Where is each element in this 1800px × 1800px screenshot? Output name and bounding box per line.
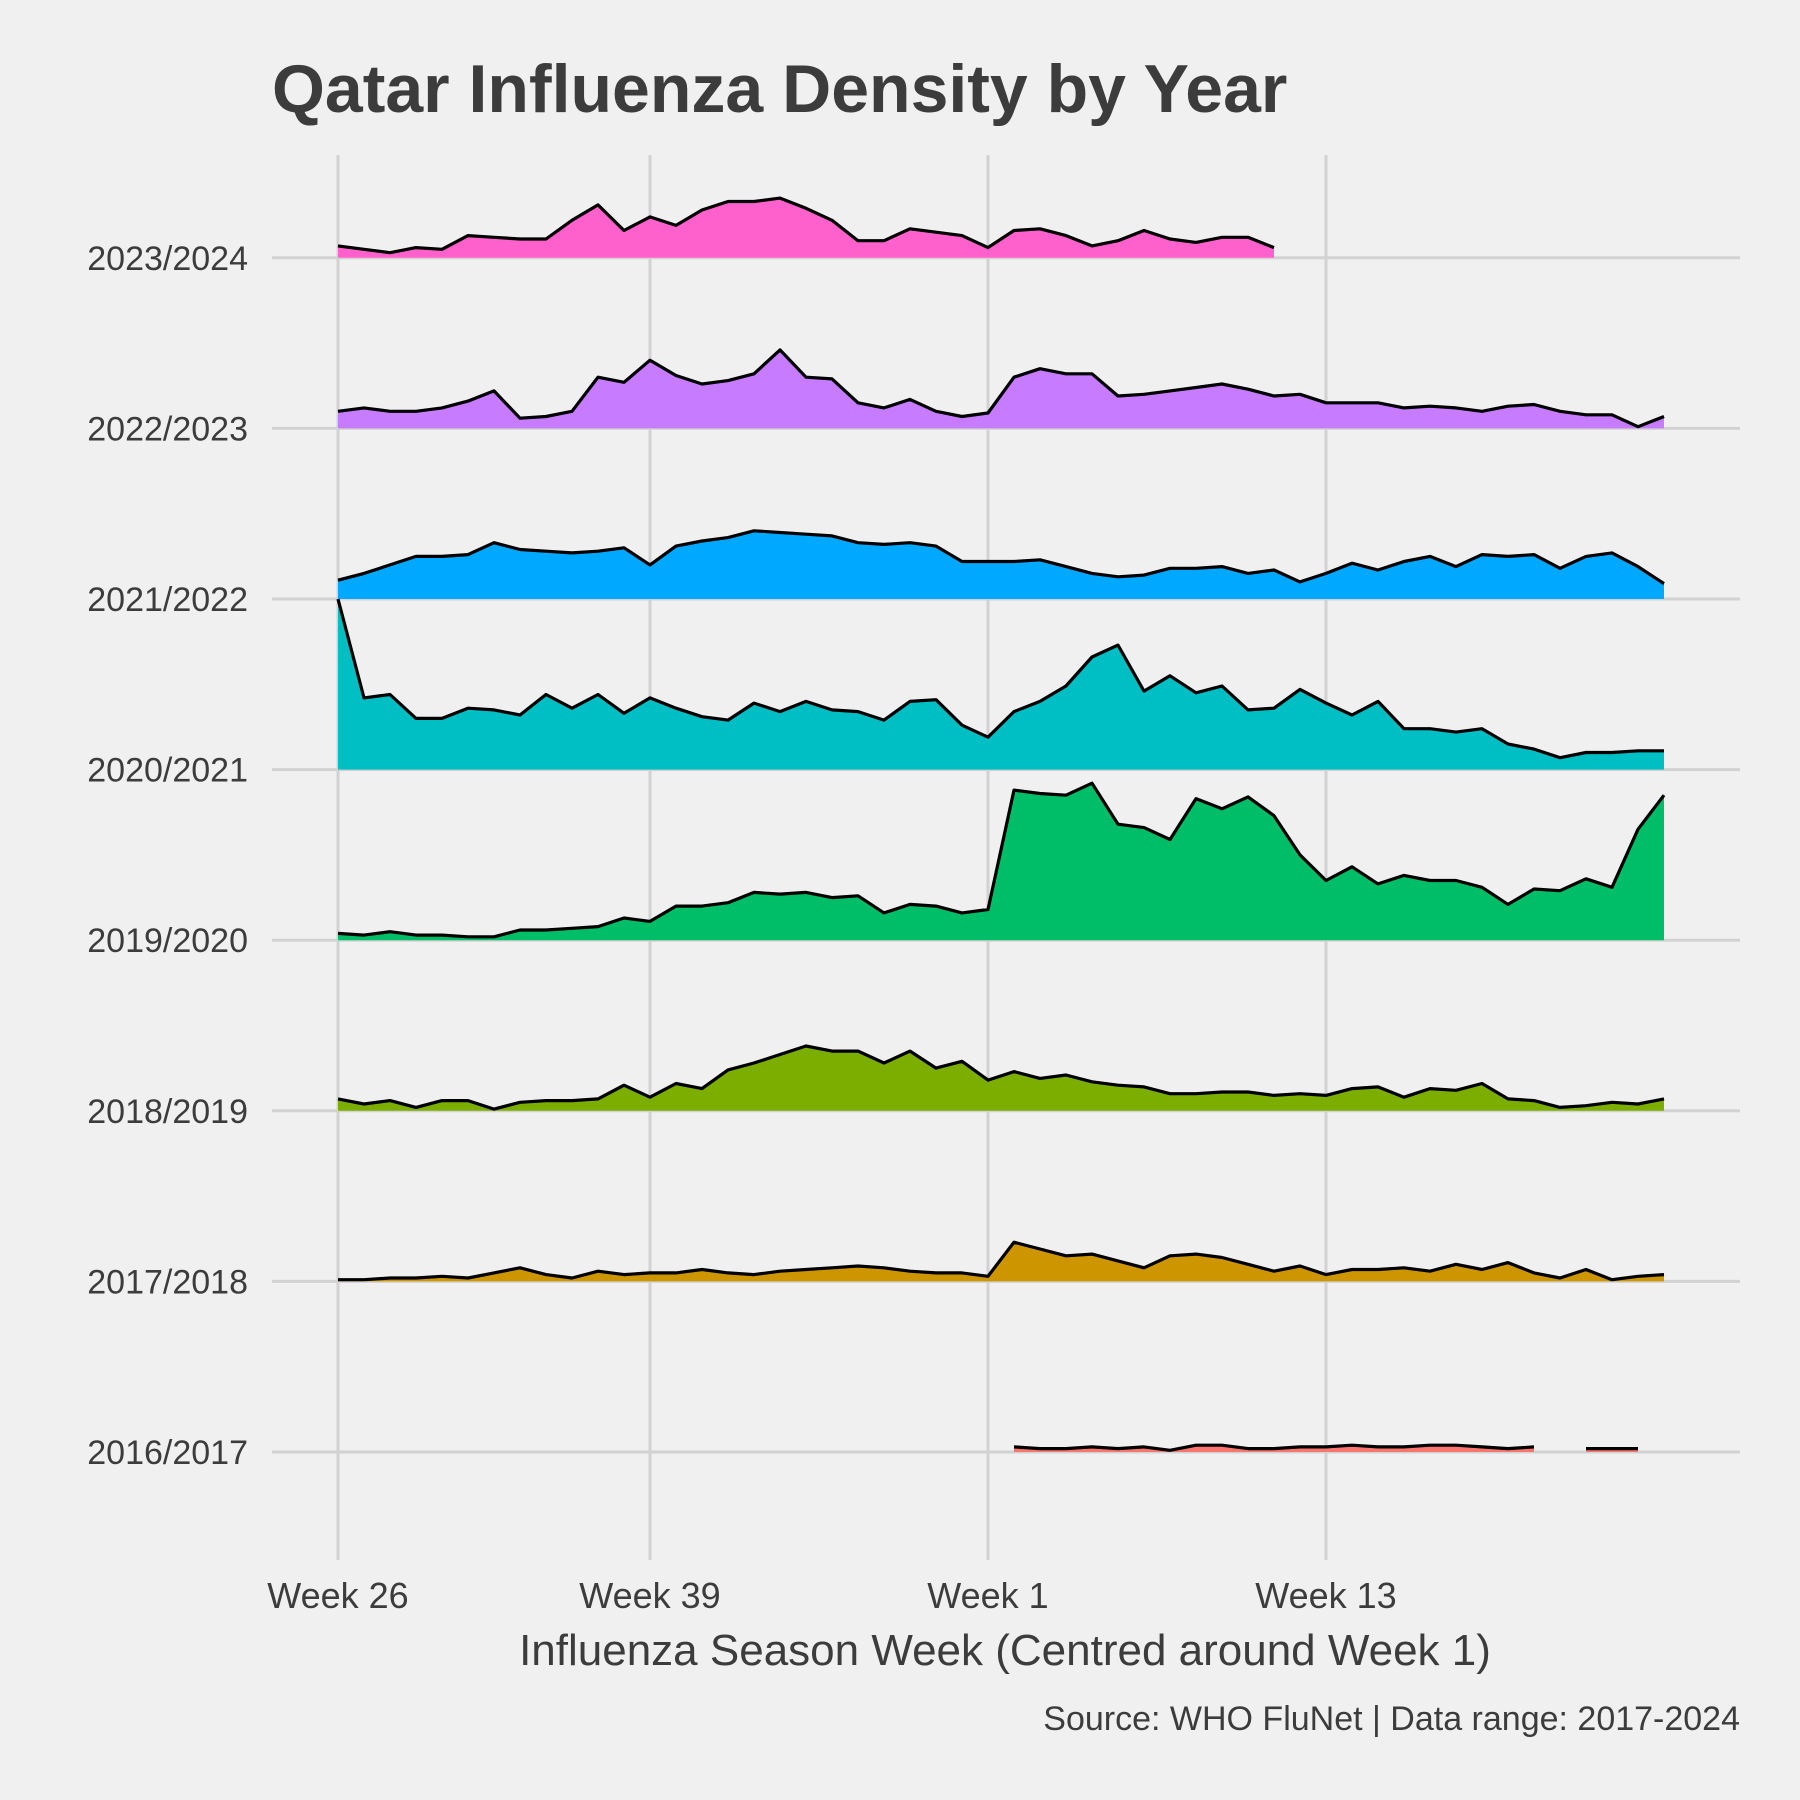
chart-title: Qatar Influenza Density by Year — [272, 51, 1287, 127]
ridge-line — [337, 529, 1665, 585]
y-tick-label: 2018/2019 — [87, 1093, 248, 1131]
ridge-area — [338, 599, 1664, 770]
ridge-line — [337, 196, 1275, 255]
x-tick-label: Week 26 — [267, 1575, 408, 1616]
ridge-area — [338, 198, 1274, 258]
ridge-series — [337, 529, 1665, 599]
ridge-line — [337, 348, 1665, 429]
x-tick-labels: Week 26 Week 39 Week 1 Week 13 — [267, 1575, 1396, 1616]
chart-caption: Source: WHO FluNet | Data range: 2017-20… — [1043, 1700, 1740, 1738]
ridge-line — [337, 781, 1666, 939]
ridge-series — [338, 1240, 1665, 1282]
ridge-series — [336, 598, 1664, 770]
ridge-series — [337, 348, 1665, 429]
y-tick-label: 2020/2021 — [87, 752, 248, 790]
y-tick-label: 2019/2020 — [87, 922, 248, 960]
x-tick-label: Week 39 — [579, 1575, 720, 1616]
ridge-line — [338, 1240, 1665, 1282]
y-tick-label: 2016/2017 — [87, 1434, 248, 1472]
y-tick-label: 2021/2022 — [87, 581, 248, 619]
ridge-area — [338, 349, 1664, 429]
ridge-line — [336, 598, 1664, 760]
ridge-series — [337, 1044, 1665, 1111]
ridges — [336, 196, 1666, 1452]
ridge-line — [1013, 1443, 1535, 1452]
ridge-area — [338, 783, 1664, 941]
x-tick-label: Week 13 — [1255, 1575, 1396, 1616]
ridge-area — [338, 530, 1664, 599]
y-tick-label: 2022/2023 — [87, 410, 248, 448]
y-tick-label: 2023/2024 — [87, 240, 248, 278]
ridge-series — [1013, 1443, 1638, 1452]
ridge-series — [337, 781, 1666, 941]
ridge-line — [337, 1044, 1665, 1111]
y-tick-labels: 2016/2017 2017/2018 2018/2019 2019/2020 2020… — [87, 240, 248, 1472]
x-tick-label: Week 1 — [927, 1575, 1048, 1616]
ridge-series — [337, 196, 1275, 258]
y-tick-label: 2017/2018 — [87, 1263, 248, 1301]
x-axis-title: Influenza Season Week (Centred around We… — [519, 1626, 1491, 1675]
